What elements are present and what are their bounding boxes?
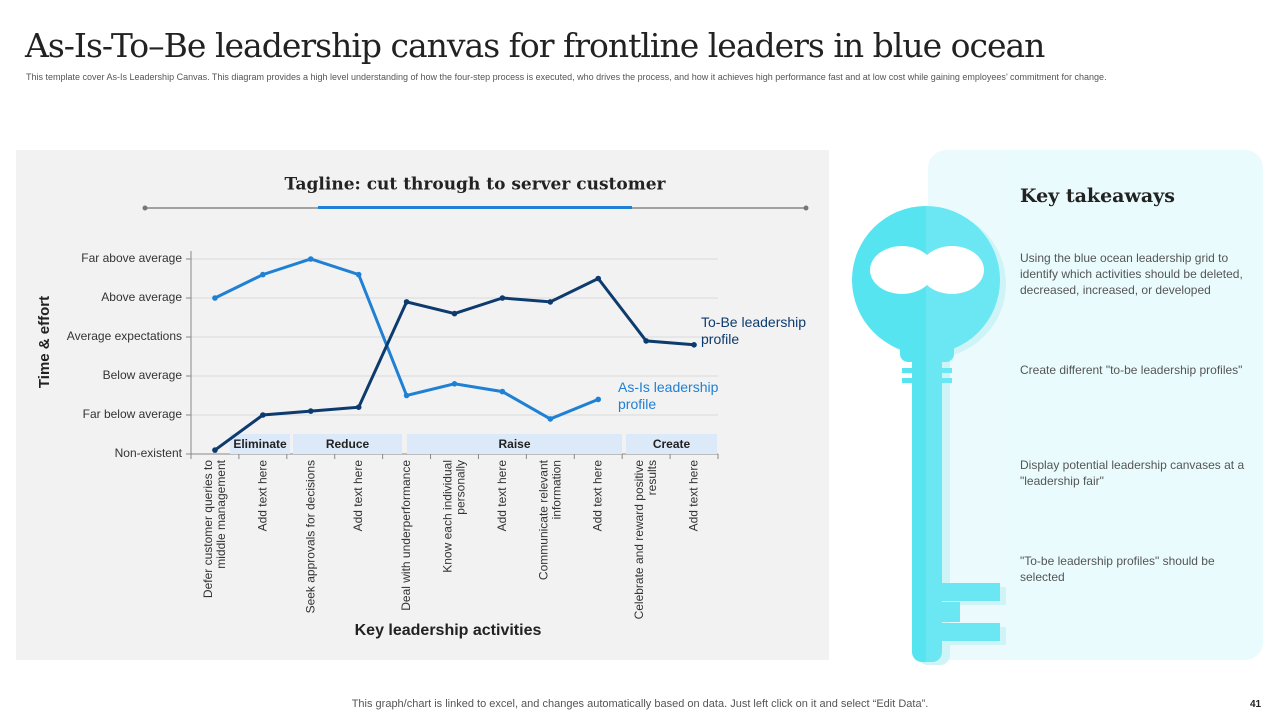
- footer-note: This graph/chart is linked to excel, and…: [351, 698, 929, 710]
- takeaway-item: Create different "to-be leadership profi…: [1020, 363, 1243, 377]
- group-band: [293, 434, 402, 454]
- series-point: [307, 408, 314, 414]
- page-number: 41: [1250, 699, 1262, 710]
- series-point: [547, 299, 554, 305]
- x-axis-label: Key leadership activities: [355, 622, 542, 639]
- rule-dot: [142, 205, 148, 211]
- chart-title: Tagline: cut through to server customer: [285, 175, 667, 195]
- x-tick-label: Communicate relevant information: [536, 460, 564, 581]
- key-illustration: [852, 150, 1006, 670]
- x-tick-label: Deal with underperformance: [399, 460, 414, 611]
- series-point: [260, 412, 266, 418]
- series-point: [499, 295, 506, 301]
- group-band: [230, 434, 290, 454]
- series-point: [355, 404, 362, 411]
- chart-panel: [16, 150, 829, 660]
- y-tick-label: Far below average: [83, 407, 183, 421]
- y-tick-label: Average expectations: [67, 329, 182, 343]
- series-point: [499, 388, 506, 395]
- group-label: Create: [653, 437, 691, 451]
- x-tick-label: Add text here: [590, 460, 605, 532]
- y-tick-label: Non-existent: [115, 446, 183, 460]
- group-label: Eliminate: [233, 437, 287, 451]
- group-band: [626, 434, 717, 454]
- series-point: [212, 447, 218, 453]
- slide-subtitle: This template cover As-Is Leadership Can…: [26, 72, 1107, 82]
- series-point: [595, 396, 602, 403]
- group-band: [407, 434, 622, 454]
- takeaway-item: Using the blue ocean leadership grid to …: [1020, 251, 1243, 297]
- series-point: [691, 342, 697, 348]
- x-tick-label: Seek approvals for decisions: [303, 460, 318, 614]
- takeaway-panel: [928, 150, 1263, 660]
- y-tick-label: Below average: [103, 368, 183, 382]
- x-tick-label: Celebrate and reward positive results: [632, 460, 660, 620]
- takeaway-item: Display potential leadership canvases at…: [1020, 458, 1245, 488]
- takeaway-item: "To-be leadership profiles" should be se…: [1020, 554, 1215, 584]
- x-tick-label: Defer customer queries to middle managem…: [200, 460, 228, 599]
- x-tick-label: Add text here: [255, 460, 270, 532]
- series-label: To-Be leadership profile: [701, 314, 807, 347]
- slide-title: As-Is-To–Be leadership canvas for frontl…: [25, 26, 1045, 65]
- series-point: [260, 271, 266, 278]
- y-tick-label: Far above average: [81, 251, 182, 265]
- series-point: [451, 310, 458, 317]
- series-point: [451, 381, 458, 387]
- series-point: [355, 271, 362, 278]
- y-tick-label: Above average: [101, 290, 182, 304]
- x-tick-label: Add text here: [494, 460, 509, 532]
- group-label: Raise: [498, 437, 530, 451]
- series-point: [212, 295, 218, 301]
- rule-dot: [803, 205, 809, 211]
- series-label: As-Is leadership profile: [618, 379, 719, 412]
- series-point: [307, 256, 314, 262]
- x-tick-label: Add text here: [351, 460, 366, 532]
- group-label: Reduce: [326, 437, 370, 451]
- x-tick-label: Know each individual personally: [440, 460, 468, 573]
- series-point: [403, 299, 410, 305]
- series-point: [643, 338, 649, 344]
- series-point: [547, 416, 554, 422]
- series-point: [403, 392, 410, 399]
- x-tick-label: Add text here: [686, 460, 701, 532]
- series-point: [595, 275, 602, 282]
- takeaways-title: Key takeaways: [1020, 185, 1175, 207]
- y-axis-label: Time & effort: [36, 296, 53, 388]
